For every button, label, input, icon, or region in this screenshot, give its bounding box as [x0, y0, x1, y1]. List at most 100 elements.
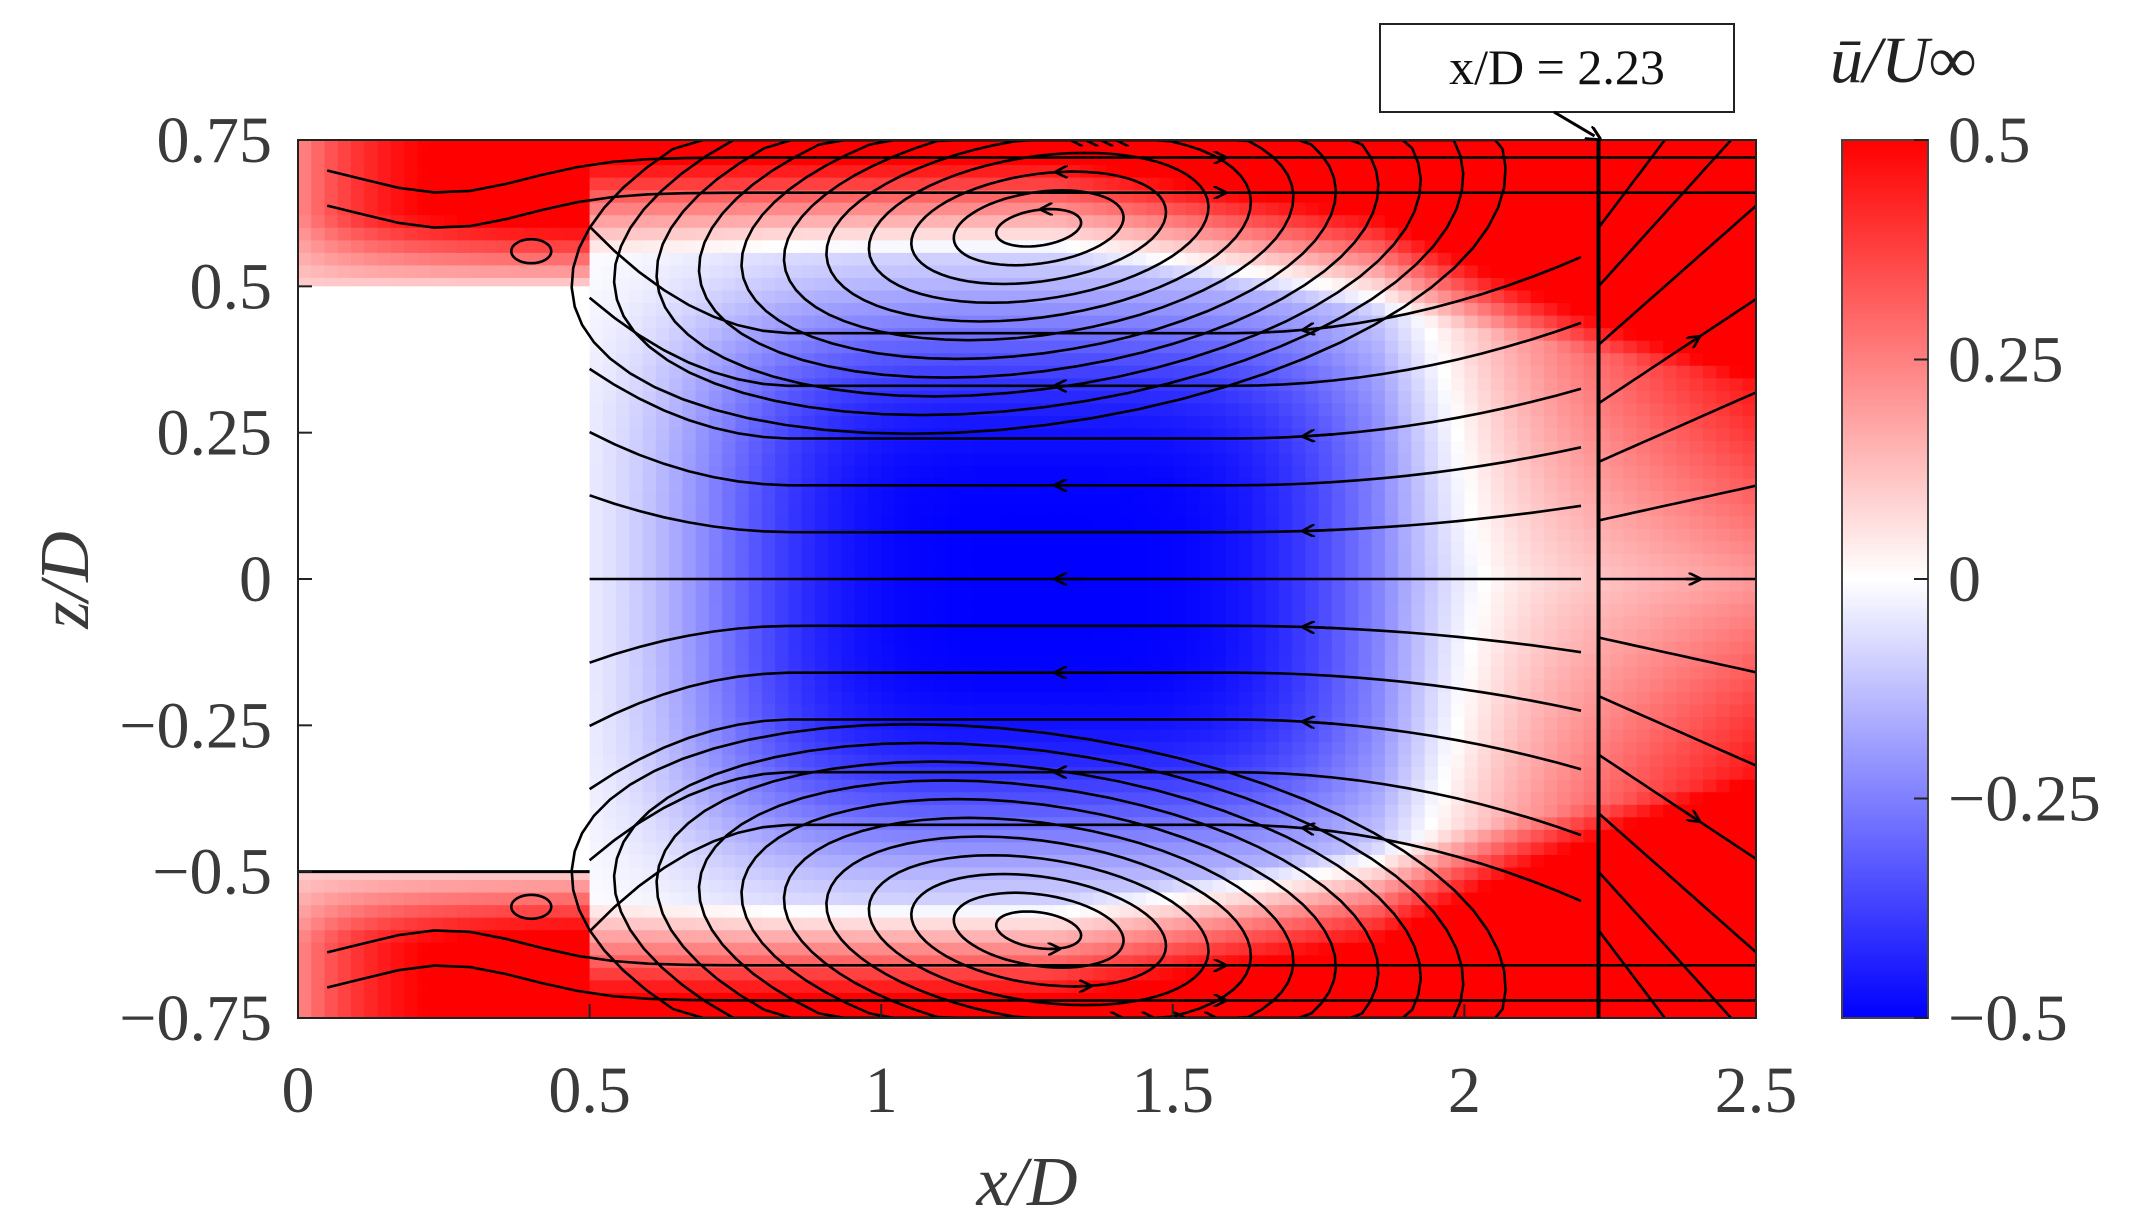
field-cell	[669, 441, 683, 455]
field-cell	[695, 641, 710, 655]
field-cell	[1000, 604, 1015, 618]
field-cell	[629, 917, 644, 931]
field-cell	[576, 1005, 591, 1018]
field-cell	[1040, 679, 1055, 693]
field-cell	[1212, 1005, 1227, 1018]
field-cell	[1053, 315, 1068, 329]
field-cell	[973, 227, 988, 241]
field-cell	[947, 641, 962, 655]
field-cell	[1027, 277, 1041, 292]
field-cell	[881, 917, 896, 931]
field-cell	[682, 315, 697, 329]
field-cell	[1027, 930, 1041, 944]
field-cell	[894, 917, 909, 931]
field-cell	[934, 240, 949, 254]
field-cell	[642, 315, 657, 329]
field-cell	[1080, 553, 1094, 568]
field-cell	[987, 729, 1002, 743]
field-cell	[987, 516, 1002, 530]
field-cell	[311, 942, 326, 956]
field-cell	[1106, 328, 1121, 342]
field-cell	[324, 892, 339, 906]
field-cell	[629, 415, 644, 430]
field-cell	[616, 616, 630, 630]
field-cell	[881, 215, 896, 229]
field-cell	[947, 566, 962, 580]
field-cell	[1239, 441, 1253, 455]
field-cell	[563, 930, 577, 944]
field-cell	[788, 340, 803, 354]
field-cell	[761, 277, 776, 292]
field-cell	[708, 528, 723, 542]
field-cell	[828, 604, 843, 618]
field-cell	[828, 691, 843, 706]
field-cell	[1119, 691, 1134, 706]
field-cell	[655, 591, 670, 605]
field-cell	[642, 716, 657, 731]
field-cell	[801, 880, 816, 894]
field-cell	[775, 854, 790, 869]
field-cell	[377, 880, 392, 894]
field-cell	[854, 541, 869, 555]
field-cell	[523, 177, 538, 191]
field-cell	[616, 792, 630, 806]
field-cell	[708, 654, 723, 668]
field-cell	[1040, 491, 1055, 505]
field-cell	[523, 1005, 538, 1018]
field-cell	[311, 152, 326, 166]
field-cell	[1053, 641, 1068, 655]
field-cell	[311, 215, 326, 229]
field-cell	[788, 252, 803, 267]
field-cell	[934, 867, 949, 881]
field-cell	[801, 240, 816, 254]
field-cell	[814, 516, 829, 530]
field-cell	[1000, 616, 1015, 630]
field-cell	[655, 980, 670, 994]
field-cell	[722, 867, 736, 881]
field-cell	[417, 265, 432, 279]
field-cell	[788, 453, 803, 467]
field-cell	[735, 215, 750, 229]
field-cell	[1053, 453, 1068, 467]
field-cell	[523, 190, 538, 204]
field-cell	[695, 754, 710, 768]
field-cell	[1080, 328, 1094, 342]
field-cell	[417, 880, 432, 894]
field-cell	[669, 804, 683, 818]
field-cell	[1027, 227, 1041, 241]
field-cell	[748, 441, 763, 455]
field-cell	[907, 591, 922, 605]
field-cell	[881, 252, 896, 267]
field-cell	[669, 867, 683, 881]
field-cell	[1027, 767, 1041, 781]
field-cell	[682, 804, 697, 818]
field-cell	[1027, 591, 1041, 605]
field-cell	[1146, 980, 1161, 994]
field-cell	[748, 604, 763, 618]
field-cell	[814, 579, 829, 593]
field-cell	[920, 892, 935, 906]
field-cell	[920, 917, 935, 931]
field-cell	[920, 629, 935, 643]
field-cell	[907, 453, 922, 467]
field-cell	[854, 403, 869, 417]
field-cell	[814, 779, 829, 793]
field-cell	[364, 240, 379, 254]
field-cell	[748, 165, 763, 179]
field-cell	[735, 629, 750, 643]
field-cell	[496, 140, 511, 154]
field-cell	[1119, 704, 1134, 718]
field-cell	[1053, 767, 1068, 781]
field-cell	[417, 892, 432, 906]
field-cell	[1066, 641, 1081, 655]
field-cell	[934, 842, 949, 856]
field-cell	[947, 742, 962, 756]
field-cell	[814, 880, 829, 894]
field-cell	[616, 604, 630, 618]
field-cell	[1172, 553, 1187, 568]
field-cell	[629, 842, 644, 856]
field-cell	[1066, 629, 1081, 643]
field-cell	[1027, 390, 1041, 404]
field-cell	[1199, 604, 1214, 618]
field-cell	[1172, 403, 1187, 417]
